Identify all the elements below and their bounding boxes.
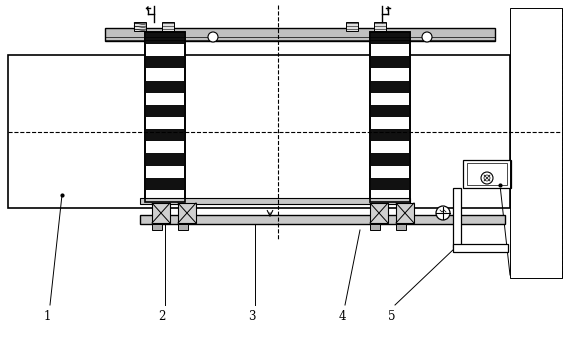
Bar [105,28,495,41]
Bar [146,105,184,117]
Bar [370,32,410,202]
Bar [371,56,409,68]
Bar [371,93,409,105]
Bar [145,32,185,202]
Bar [463,160,511,188]
Bar [146,141,184,154]
Text: 3: 3 [248,310,256,323]
Bar [453,188,461,248]
Bar [371,154,409,166]
Bar [396,224,406,230]
Bar [374,22,386,31]
Circle shape [436,206,450,220]
Bar [370,32,410,202]
Bar [371,141,409,154]
Bar [370,203,388,223]
Bar [371,178,409,190]
Bar [467,163,507,185]
Bar [146,154,184,166]
Bar [162,22,174,31]
Bar [146,80,184,93]
Circle shape [484,175,490,181]
Bar [371,105,409,117]
Bar [140,215,505,224]
Bar [152,203,170,223]
Bar [146,166,184,178]
Bar [146,190,184,202]
Bar [371,44,409,56]
Text: 4: 4 [338,310,346,323]
Bar [146,68,184,80]
Bar [371,80,409,93]
Text: 5: 5 [388,310,396,323]
Bar [371,190,409,202]
Bar [140,198,410,204]
Bar [371,32,409,44]
Bar [371,129,409,141]
Text: 1: 1 [43,310,51,323]
Bar [346,22,358,31]
Bar [371,68,409,80]
Bar [146,93,184,105]
Bar [178,224,188,230]
Circle shape [481,172,493,184]
Bar [8,55,510,208]
Circle shape [208,32,218,42]
Bar [146,117,184,129]
Circle shape [422,32,432,42]
Bar [146,56,184,68]
Text: 2: 2 [158,310,166,323]
Bar [371,117,409,129]
Bar [370,224,380,230]
Bar [146,129,184,141]
Bar [178,203,196,223]
Bar [371,166,409,178]
Bar [396,203,414,223]
Bar [145,32,185,202]
Bar [146,32,184,44]
Bar [510,8,562,278]
Bar [152,224,162,230]
Bar [146,44,184,56]
Bar [134,22,146,31]
Bar [453,244,508,252]
Bar [146,178,184,190]
